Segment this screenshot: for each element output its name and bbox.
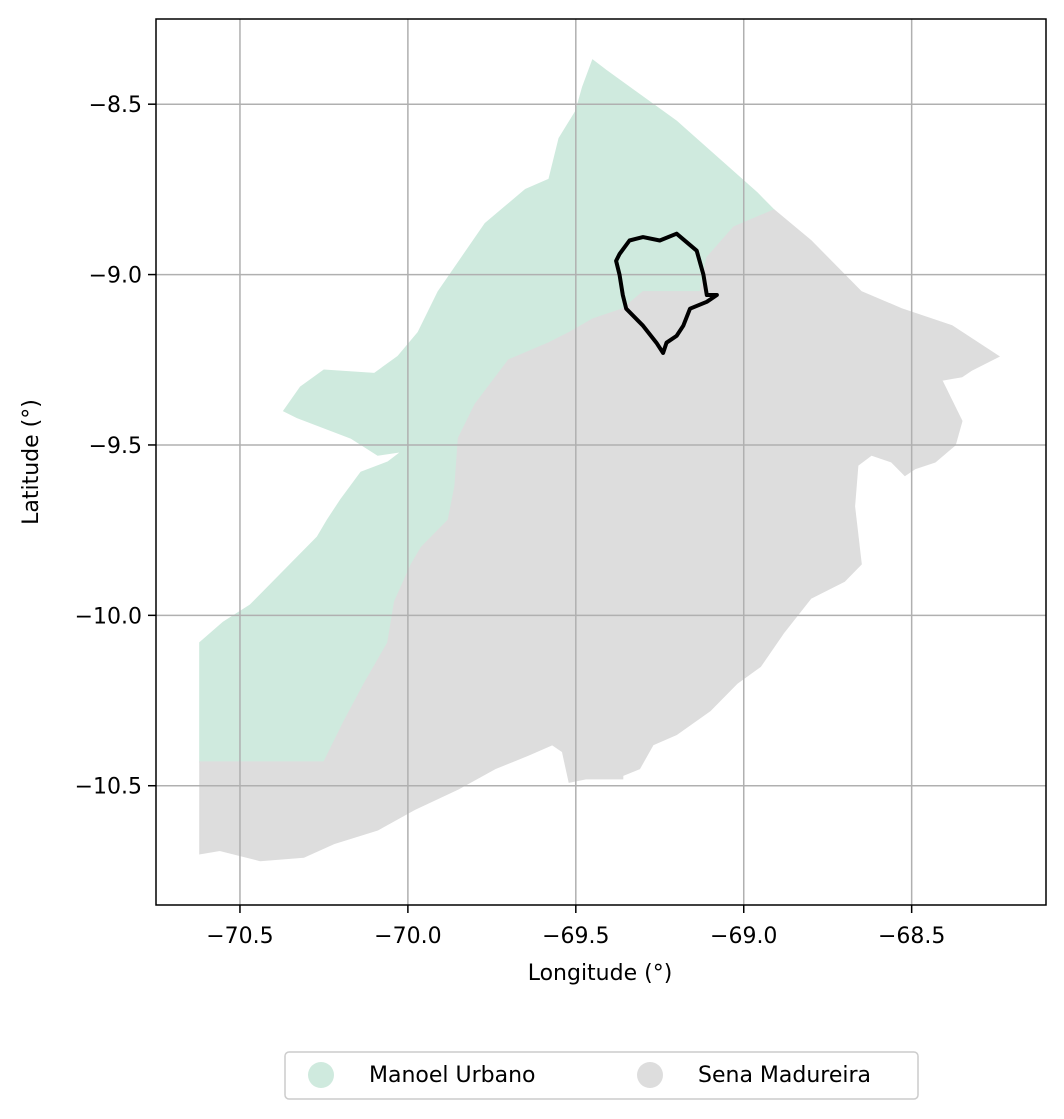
y-tick-label: −9.5 — [89, 434, 142, 459]
x-tick-label: −70.0 — [374, 924, 441, 949]
x-tick-label: −69.0 — [710, 924, 777, 949]
x-axis-ticks: −70.5 −70.0 −69.5 −69.0 −68.5 — [206, 905, 945, 949]
region-sena-madureira — [199, 209, 1000, 862]
grid-lines — [156, 19, 1046, 905]
legend-swatch-sena-madureira — [637, 1062, 663, 1088]
plot-frame — [155, 18, 1047, 906]
x-tick-label: −69.5 — [542, 924, 609, 949]
y-tick-label: −10.0 — [75, 604, 142, 629]
highlight-outline — [614, 231, 719, 355]
y-tick-label: −8.5 — [89, 93, 142, 118]
y-tick-label: −10.5 — [75, 775, 142, 800]
y-axis-title: Latitude (°) — [19, 399, 44, 525]
legend-box — [284, 1051, 919, 1100]
x-tick-label: −70.5 — [206, 924, 273, 949]
legend-swatch-manoel-urbano — [308, 1062, 334, 1088]
x-tick-label: −68.5 — [878, 924, 945, 949]
outline-boundary — [614, 231, 719, 355]
map-regions — [199, 59, 1000, 862]
legend-label-manoel-urbano: Manoel Urbano — [369, 1063, 536, 1088]
y-axis-ticks: −8.5 −9.0 −9.5 −10.0 −10.5 — [75, 93, 156, 800]
x-axis-title: Longitude (°) — [528, 961, 673, 986]
legend: Manoel Urbano Sena Madureira — [284, 1051, 919, 1100]
y-tick-label: −9.0 — [89, 264, 142, 289]
legend-label-sena-madureira: Sena Madureira — [698, 1063, 871, 1088]
